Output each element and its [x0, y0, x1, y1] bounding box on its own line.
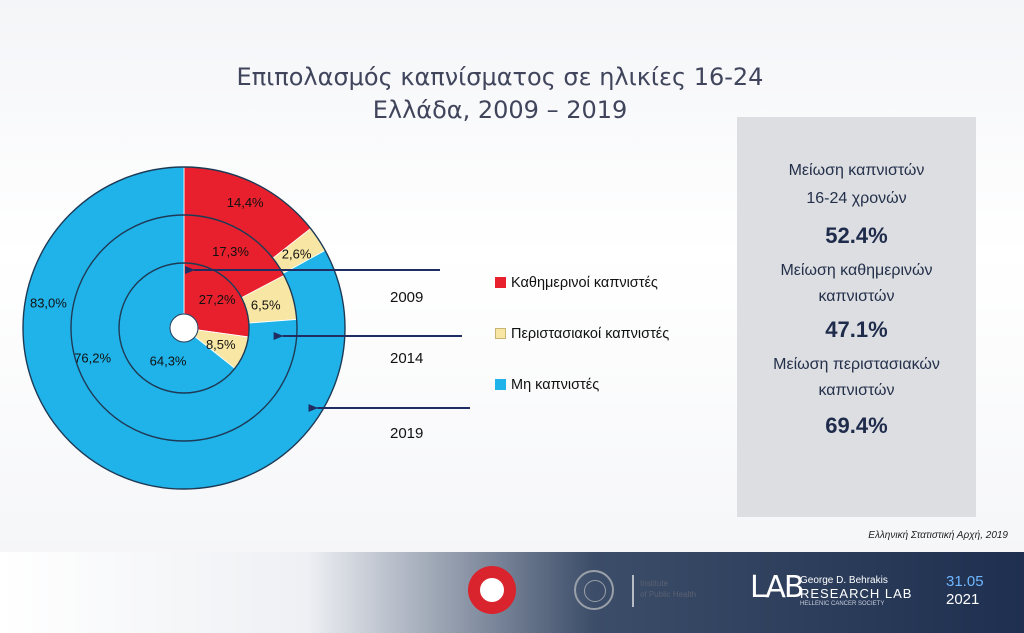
panel-text-2: 16-24 χρονών: [806, 190, 907, 207]
legend-label-daily: Καθημερινοί καπνιστές: [511, 274, 658, 291]
panel-value-smokers: 52.4%: [825, 223, 888, 248]
legend-swatch-non: [495, 379, 506, 391]
data-label-2014-non: 76,2%: [74, 351, 111, 366]
data-label-2009-occasional: 8,5%: [206, 337, 236, 352]
date-stamp: 31.05 2021: [946, 573, 984, 609]
research-lab-logo-text: George D. Behrakis RESEARCH LAB HELLENIC…: [800, 575, 912, 607]
data-label-2014-daily: 17,3%: [212, 244, 249, 259]
panel-text-1: Μείωση καπνιστών: [788, 162, 925, 179]
panel-value-daily: 47.1%: [825, 317, 888, 342]
lab-line-3: HELLENIC CANCER SOCIETY: [800, 601, 885, 607]
data-label-2009-non: 64,3%: [150, 353, 187, 368]
data-label-2014-occasional: 6,5%: [251, 298, 281, 313]
year-label-2014: 2014: [390, 350, 424, 367]
chart-subtitle: Ελλάδα, 2009 – 2019: [372, 96, 628, 124]
date-day-month: 31.05: [946, 573, 984, 590]
legend-label-occasional: Περιστασιακοί καπνιστές: [511, 325, 670, 342]
iph-line-1: Institute: [640, 579, 669, 588]
logo-divider: [632, 575, 634, 607]
ring-outline-2014: [70, 214, 298, 442]
chart-title: Επιπολασμός καπνίσματος σε ηλικίες 16-24: [236, 63, 764, 91]
panel-text-3: Μείωση καθημερινών: [780, 262, 933, 279]
panel-text-6: καπνιστών: [818, 382, 895, 399]
lab-line-2: RESEARCH LAB: [800, 586, 913, 601]
panel-value-occasional: 69.4%: [825, 413, 888, 438]
legend-swatch-daily: [495, 277, 506, 289]
data-label-2019-occasional: 2,6%: [282, 247, 312, 262]
cancer-society-logo: [468, 566, 516, 614]
university-seal-logo: [574, 570, 614, 610]
iph-line-2: of Public Health: [640, 590, 697, 599]
legend-item-occasional: Περιστασιακοί καπνιστές: [495, 325, 669, 343]
year-label-2009: 2009: [390, 289, 424, 306]
research-lab-logo-mark: LAB: [750, 570, 804, 605]
data-label-2009-daily: 27,2%: [199, 292, 236, 307]
donut-hole: [169, 313, 199, 343]
legend-label-non: Μη καπνιστές: [511, 376, 600, 393]
date-year: 2021: [946, 591, 980, 608]
source-note: Ελληνική Στατιστική Αρχή, 2019: [868, 530, 1008, 541]
year-label-2019: 2019: [390, 425, 424, 442]
lab-line-1: George D. Behrakis: [800, 575, 888, 586]
legend-item-non: Μη καπνιστές: [495, 376, 599, 394]
data-label-2019-non: 83,0%: [30, 295, 67, 310]
ring-outline-2019: [22, 166, 346, 490]
iph-logo-text: Institute of Public Health: [640, 578, 696, 600]
data-label-2019-daily: 14,4%: [227, 195, 264, 210]
legend-item-daily: Καθημερινοί καπνιστές: [495, 274, 658, 292]
panel-text-5: Μείωση περιστασιακών: [773, 356, 940, 373]
ring-outline-2009: [118, 262, 250, 394]
panel-text-4: καπνιστών: [818, 288, 895, 305]
legend-swatch-occasional: [495, 328, 506, 340]
reduction-panel: Μείωση καπνιστών 16-24 χρονών 52.4% Μείω…: [737, 117, 976, 517]
